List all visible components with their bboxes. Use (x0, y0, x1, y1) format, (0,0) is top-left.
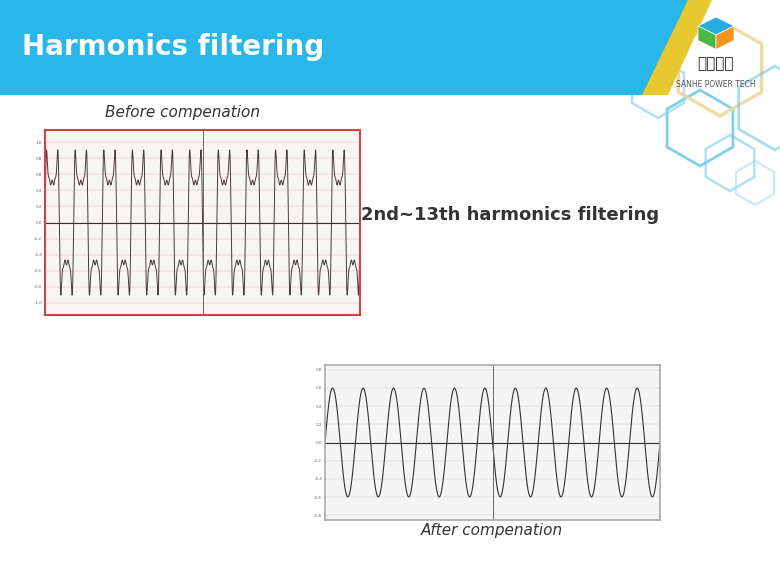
Text: SANHE POWER TECH: SANHE POWER TECH (676, 80, 756, 89)
Text: 2nd~13th harmonics filtering: 2nd~13th harmonics filtering (361, 206, 659, 224)
Polygon shape (716, 26, 734, 49)
Text: After compenation: After compenation (421, 523, 563, 538)
Polygon shape (642, 0, 712, 95)
Text: Before compenation: Before compenation (105, 105, 260, 120)
Polygon shape (0, 0, 690, 95)
Text: Harmonics filtering: Harmonics filtering (22, 33, 324, 61)
Polygon shape (698, 17, 734, 35)
Polygon shape (698, 26, 716, 49)
Text: 三和电力: 三和电力 (698, 57, 734, 72)
